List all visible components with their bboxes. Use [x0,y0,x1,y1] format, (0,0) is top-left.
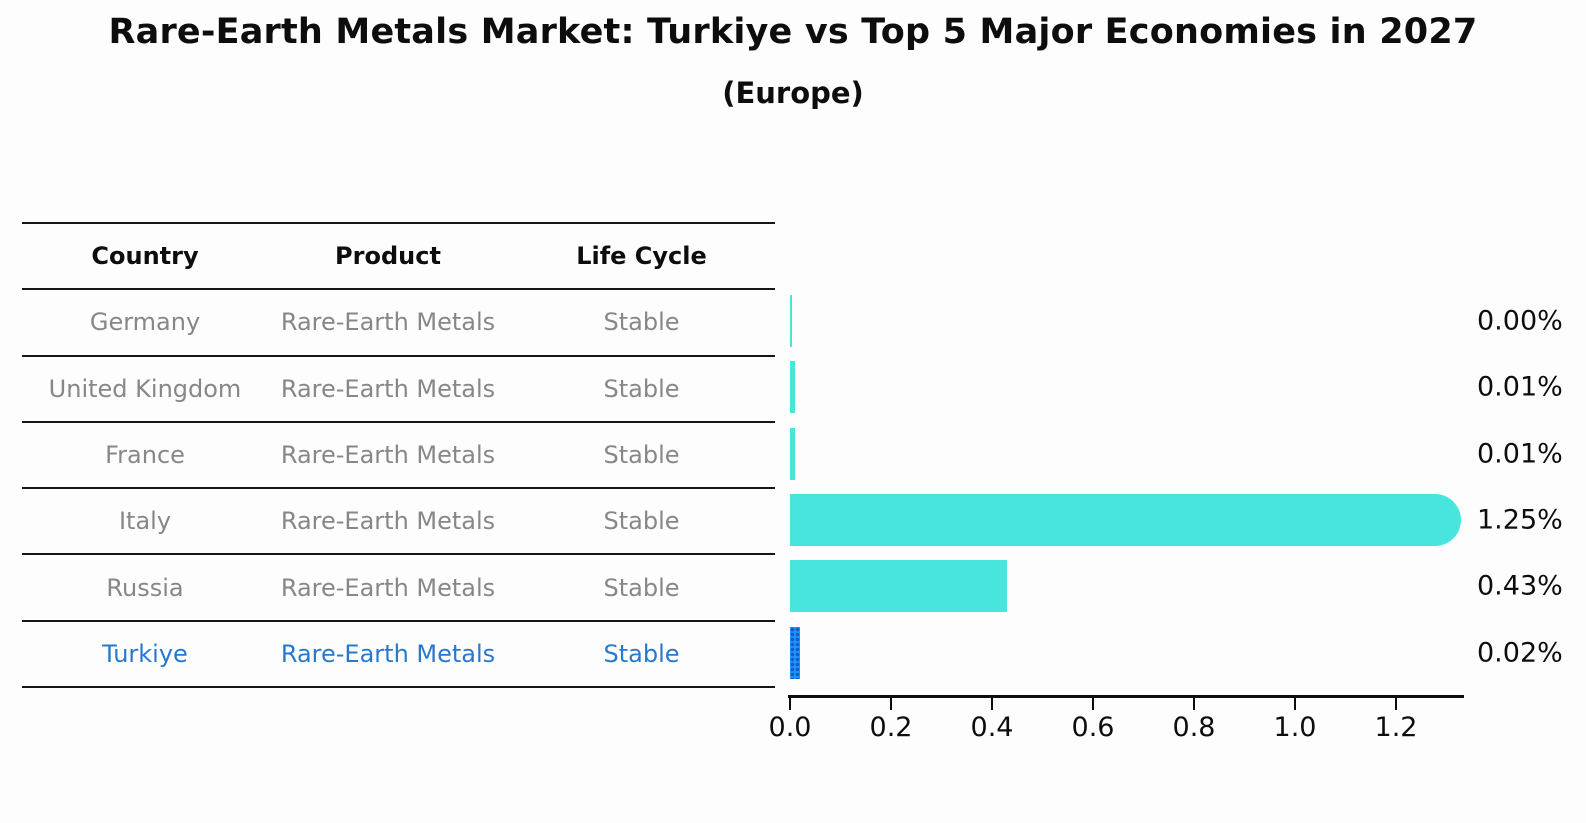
table-cell-country: United Kingdom [48,374,242,403]
value-label-italy: 1.25% [1477,504,1563,536]
bar-russia [790,560,1008,613]
table-header-row: Country Product Life Cycle [22,224,775,291]
table-cell-product: Rare-Earth Metals [280,374,496,403]
table-cell-country: Russia [106,573,184,602]
x-axis-tick-label: 0.8 [1172,712,1216,743]
x-axis-tick-mark [1394,698,1398,710]
x-axis-line [788,695,1464,698]
x-axis-tick-mark [1192,698,1196,710]
table-row-united-kingdom: United Kingdom Rare-Earth Metals Stable [22,357,775,423]
x-axis-tick-mark [1293,698,1297,710]
x-axis-tick-label: 0.0 [768,712,812,743]
value-label-germany: 0.00% [1477,305,1563,337]
column-header-product: Product [335,242,441,271]
bar-france [790,427,796,480]
table-cell-country: Italy [118,507,172,536]
value-label-russia: 0.43% [1477,570,1563,602]
bar-germany [790,295,792,348]
table-row-russia: Russia Rare-Earth Metals Stable [22,555,775,622]
table-row-italy: Italy Rare-Earth Metals Stable [22,489,775,556]
table-cell-country: France [105,441,185,470]
table-cell-life-cycle: Stable [603,639,680,668]
chart-title: Rare-Earth Metals Market: Turkiye vs Top… [108,12,1478,52]
table-cell-country: Germany [89,308,201,337]
x-axis-tick-label: 1.0 [1273,712,1317,743]
chart-subtitle: (Europe) [722,76,864,110]
table-cell-country: Turkiye [102,639,188,668]
value-label-france: 0.01% [1477,438,1563,470]
x-axis-tick-label: 0.2 [869,712,913,743]
table-cell-life-cycle: Stable [603,507,680,536]
value-label-united-kingdom: 0.01% [1477,371,1563,403]
x-axis-tick-label: 1.2 [1374,712,1418,743]
table-row-germany: Germany Rare-Earth Metals Stable [22,290,775,357]
table-cell-life-cycle: Stable [603,308,680,337]
x-axis-tick-mark [788,698,792,710]
table-cell-product: Rare-Earth Metals [280,308,496,337]
x-axis-tick-label: 0.6 [1071,712,1115,743]
table-cell-life-cycle: Stable [603,573,680,602]
value-label-turkiye: 0.02% [1477,637,1563,669]
bar-turkiye [790,626,801,679]
table-row-turkiye: Turkiye Rare-Earth Metals Stable [22,622,775,689]
country-table: Country Product Life Cycle Germany Rare-E… [22,222,775,689]
column-header-country: Country [91,242,199,271]
table-cell-product: Rare-Earth Metals [280,441,496,470]
table-cell-life-cycle: Stable [603,374,680,403]
x-axis-tick-mark [889,698,893,710]
x-axis-tick-mark [990,698,994,710]
table-row-france: France Rare-Earth Metals Stable [22,423,775,490]
table-cell-product: Rare-Earth Metals [280,639,496,668]
table-cell-product: Rare-Earth Metals [280,573,496,602]
bar-united-kingdom [790,361,796,414]
table-cell-product: Rare-Earth Metals [280,507,496,536]
table-cell-life-cycle: Stable [603,441,680,470]
x-axis-tick-mark [1091,698,1095,710]
column-header-life-cycle: Life Cycle [576,242,707,271]
x-axis-tick-label: 0.4 [970,712,1014,743]
bar-italy [790,494,1462,547]
